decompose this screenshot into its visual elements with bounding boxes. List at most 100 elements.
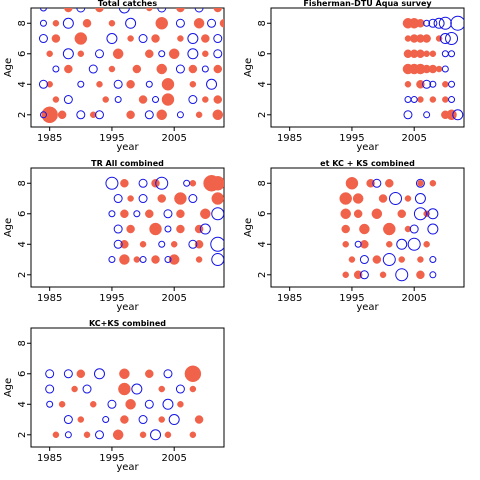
positive-residual-bubble <box>71 385 78 393</box>
positive-residual-bubble <box>345 177 359 190</box>
positive-residual-bubble <box>46 50 53 58</box>
negative-residual-bubble <box>63 369 73 379</box>
chart-panel-5: KC+KS combined 1985 1995 2005 2 4 6 8 year Age <box>3 319 225 473</box>
negative-residual-bubble <box>210 236 224 252</box>
bubble-layer <box>402 15 464 121</box>
negative-residual-bubble <box>207 18 217 28</box>
negative-residual-bubble <box>410 96 418 104</box>
positive-residual-bubble <box>126 110 135 120</box>
panel-title: Total catches <box>98 0 157 8</box>
positive-residual-bubble <box>119 254 130 265</box>
negative-residual-bubble <box>423 19 431 27</box>
negative-residual-bubble <box>94 49 104 59</box>
negative-residual-bubble <box>168 414 180 426</box>
positive-residual-bubble <box>348 256 356 263</box>
negative-residual-bubble <box>39 19 47 27</box>
x-tick-label: 2005 <box>401 133 426 144</box>
positive-residual-bubble <box>404 195 412 202</box>
x-tick-label: 2005 <box>161 293 186 304</box>
positive-residual-bubble <box>90 401 97 408</box>
positive-residual-bubble <box>446 109 457 121</box>
negative-residual-bubble <box>213 34 223 44</box>
negative-residual-bubble <box>158 50 166 58</box>
x-axis-label: year <box>356 142 379 153</box>
negative-residual-bubble <box>88 64 98 74</box>
positive-residual-bubble <box>423 50 430 58</box>
negative-residual-bubble <box>175 64 185 74</box>
positive-residual-bubble <box>126 224 135 234</box>
positive-residual-bubble <box>133 256 141 263</box>
chart-panel-3: TR All combined 1985 1995 2005 2 4 6 8 year Age <box>3 159 225 313</box>
y-tick-label: 2 <box>257 112 268 118</box>
positive-residual-bubble <box>156 63 167 75</box>
positive-residual-bubble <box>139 241 147 248</box>
negative-residual-bubble <box>107 399 117 409</box>
positive-residual-bubble <box>139 431 147 439</box>
negative-residual-bubble <box>429 256 437 264</box>
negative-residual-bubble <box>163 369 173 379</box>
positive-residual-bubble <box>194 224 204 234</box>
bubble-layer <box>339 177 439 282</box>
positive-residual-bubble <box>353 270 363 280</box>
positive-residual-bubble <box>151 34 160 43</box>
negative-residual-bubble <box>76 8 86 13</box>
positive-residual-bubble <box>125 399 136 410</box>
positive-residual-bubble <box>64 64 73 74</box>
positive-residual-bubble <box>76 369 86 379</box>
positive-residual-bubble <box>119 368 130 380</box>
positive-residual-bubble <box>416 19 425 28</box>
negative-residual-bubble <box>113 194 123 204</box>
negative-residual-bubble <box>157 8 167 13</box>
positive-residual-bubble <box>145 369 154 379</box>
positive-residual-bubble <box>64 8 73 13</box>
x-tick-label: 1995 <box>339 133 364 144</box>
y-tick-label: 8 <box>17 20 28 26</box>
positive-residual-bubble <box>149 222 162 236</box>
positive-residual-bubble <box>429 96 437 103</box>
positive-residual-bubble <box>352 193 364 204</box>
negative-residual-bubble <box>76 110 86 120</box>
positive-residual-bubble <box>342 271 349 279</box>
negative-residual-bubble <box>187 48 199 60</box>
positive-residual-bubble <box>83 431 91 439</box>
y-tick-label: 6 <box>257 51 268 57</box>
negative-residual-bubble <box>188 239 198 249</box>
y-axis-label: Age <box>3 218 14 237</box>
negative-residual-bubble <box>359 255 369 265</box>
positive-residual-bubble <box>132 64 142 74</box>
positive-residual-bubble <box>202 50 209 58</box>
positive-residual-bubble <box>82 19 92 28</box>
x-tick-label: 1985 <box>277 133 302 144</box>
positive-residual-bubble <box>120 209 129 219</box>
positive-residual-bubble <box>194 415 204 424</box>
positive-residual-bubble <box>156 109 167 121</box>
negative-residual-bubble <box>359 270 369 280</box>
negative-residual-bubble <box>389 192 403 206</box>
positive-residual-bubble <box>210 176 224 191</box>
positive-residual-bubble <box>194 240 204 249</box>
y-tick-label: 8 <box>257 180 268 186</box>
negative-residual-bubble <box>144 399 154 409</box>
positive-residual-bubble <box>51 34 61 43</box>
positive-residual-bubble <box>112 48 124 60</box>
negative-residual-bubble <box>163 209 173 219</box>
negative-residual-bubble <box>62 48 74 60</box>
negative-residual-bubble <box>118 8 130 14</box>
positive-residual-bubble <box>200 208 211 220</box>
positive-residual-bubble <box>417 180 424 187</box>
positive-residual-bubble <box>379 271 387 279</box>
negative-residual-bubble <box>108 210 116 218</box>
positive-residual-bubble <box>417 96 424 103</box>
positive-residual-bubble <box>151 255 160 264</box>
bubble-layer <box>38 8 224 124</box>
positive-residual-bubble <box>41 106 58 124</box>
negative-residual-bubble <box>144 110 154 120</box>
negative-residual-bubble <box>63 415 73 425</box>
positive-residual-bubble <box>429 180 437 187</box>
positive-residual-bubble <box>385 179 394 188</box>
positive-residual-bubble <box>442 96 449 103</box>
positive-residual-bubble <box>189 431 197 439</box>
x-axis-label: year <box>116 142 139 153</box>
positive-residual-bubble <box>372 255 382 264</box>
positive-residual-bubble <box>386 241 393 248</box>
